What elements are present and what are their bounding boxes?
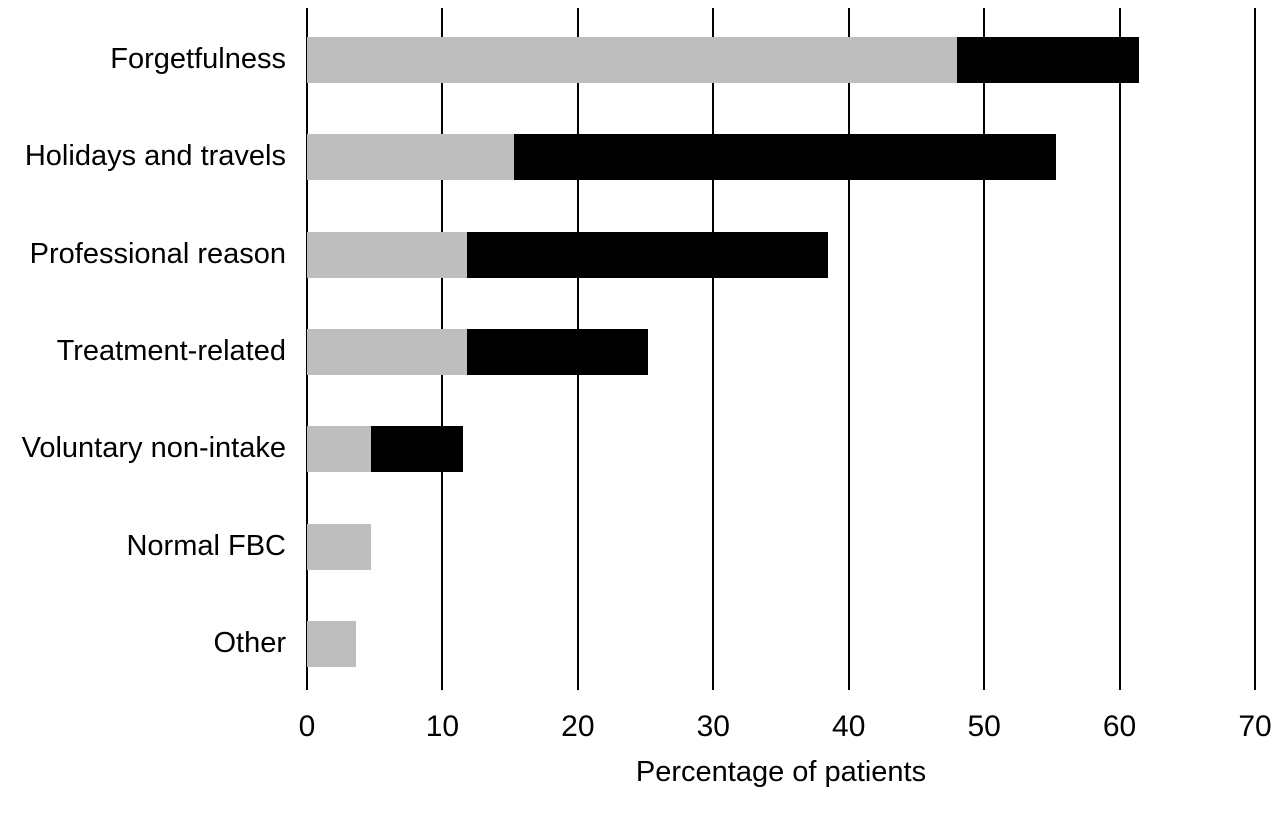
category-label: Professional reason bbox=[29, 237, 286, 270]
category-label: Holidays and travels bbox=[24, 140, 286, 173]
x-tick-label-20: 20 bbox=[561, 710, 595, 743]
grey-segment-bar bbox=[307, 231, 467, 278]
black-segment-bar bbox=[466, 328, 649, 375]
x-tick-label-40: 40 bbox=[832, 710, 866, 743]
bar-track bbox=[307, 328, 1255, 375]
bar-row: Treatment-related bbox=[0, 303, 1280, 400]
grey-segment-bar bbox=[307, 328, 467, 375]
bar-row: Normal FBC bbox=[0, 498, 1280, 595]
grey-segment-bar bbox=[307, 426, 371, 473]
grey-segment-bar bbox=[307, 621, 356, 668]
x-axis-ticks: 0 10 20 30 40 50 60 70 bbox=[299, 710, 1272, 750]
x-tick-label-0: 0 bbox=[298, 710, 316, 743]
black-segment-bar bbox=[514, 134, 1056, 181]
bar-row: Voluntary non-intake bbox=[0, 401, 1280, 498]
grey-segment-bar bbox=[307, 36, 958, 83]
x-tick-label-30: 30 bbox=[696, 710, 730, 743]
category-label: Treatment-related bbox=[56, 335, 286, 368]
black-segment-bar bbox=[370, 426, 463, 473]
bar-rows: Forgetfulness Holidays and travels Profess… bbox=[0, 11, 1280, 693]
x-tick-label-50: 50 bbox=[967, 710, 1001, 743]
bar-row: Holidays and travels bbox=[0, 108, 1280, 205]
gridline-40 bbox=[847, 8, 850, 690]
bar-track bbox=[307, 134, 1255, 181]
gridline-70 bbox=[1254, 8, 1256, 690]
bar-track bbox=[307, 426, 1255, 473]
bar-track bbox=[307, 621, 1255, 668]
x-tick-label-60: 60 bbox=[1102, 710, 1137, 743]
bar-track bbox=[307, 231, 1255, 278]
category-label: Normal FBC bbox=[126, 529, 286, 562]
x-tick-label-70: 70 bbox=[1238, 710, 1272, 743]
x-axis-title: Percentage of patients bbox=[635, 756, 927, 788]
gridline-30 bbox=[712, 8, 715, 690]
black-segment-bar bbox=[957, 36, 1139, 83]
grey-segment-bar bbox=[307, 523, 371, 570]
category-label: Other bbox=[213, 627, 286, 660]
black-segment-bar bbox=[466, 231, 829, 278]
grey-segment-bar bbox=[307, 134, 515, 181]
x-tick-label-10: 10 bbox=[425, 710, 460, 743]
category-label: Voluntary non-intake bbox=[21, 432, 286, 465]
gridline-50 bbox=[983, 8, 986, 690]
bar-track bbox=[307, 523, 1255, 570]
bar-row: Forgetfulness bbox=[0, 11, 1280, 108]
gridline-60 bbox=[1118, 8, 1121, 690]
bar-row: Professional reason bbox=[0, 206, 1280, 303]
category-label: Forgetfulness bbox=[110, 42, 286, 75]
bar-track bbox=[307, 36, 1255, 83]
bar-row: Other bbox=[0, 596, 1280, 693]
